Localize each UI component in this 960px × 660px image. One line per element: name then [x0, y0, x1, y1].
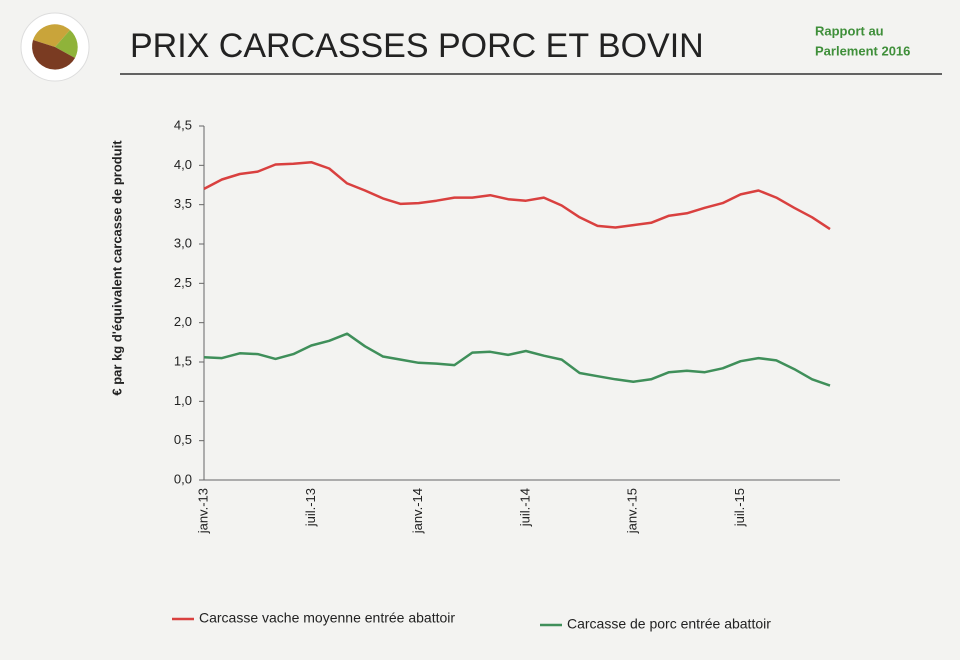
report-label: Parlement 2016	[815, 43, 910, 58]
legend-label: Carcasse de porc entrée abattoir	[567, 616, 771, 632]
y-tick-label: 0,0	[174, 471, 192, 486]
x-tick-label: juil.-14	[517, 488, 532, 527]
legend-label: Carcasse vache moyenne entrée abattoir	[199, 610, 455, 626]
x-tick-label: juil.-13	[303, 488, 318, 527]
chart-title: PRIX CARCASSES PORC ET BOVIN	[130, 27, 704, 65]
x-tick-label: janv.-14	[410, 488, 425, 534]
x-tick-label: juil.-15	[732, 488, 747, 527]
y-tick-label: 1,0	[174, 393, 192, 408]
y-tick-label: 1,5	[174, 353, 192, 368]
report-label: Rapport au	[815, 23, 884, 38]
y-tick-label: 0,5	[174, 432, 192, 447]
logo-slice	[55, 30, 78, 58]
series-line	[203, 160, 831, 231]
y-tick-label: 4,5	[174, 117, 192, 132]
y-tick-label: 3,0	[174, 235, 192, 250]
series-line	[203, 332, 831, 387]
logo-slice	[32, 40, 75, 70]
y-tick-label: 4,0	[174, 157, 192, 172]
x-tick-label: janv.-15	[625, 488, 640, 534]
logo	[20, 12, 90, 82]
y-tick-label: 2,0	[174, 314, 192, 329]
logo-slice	[33, 24, 70, 47]
y-tick-label: 2,5	[174, 275, 192, 290]
y-axis-label: € par kg d'équivalent carcasse de produi…	[109, 140, 124, 396]
x-tick-label: janv.-13	[195, 488, 210, 534]
y-tick-label: 3,5	[174, 196, 192, 211]
